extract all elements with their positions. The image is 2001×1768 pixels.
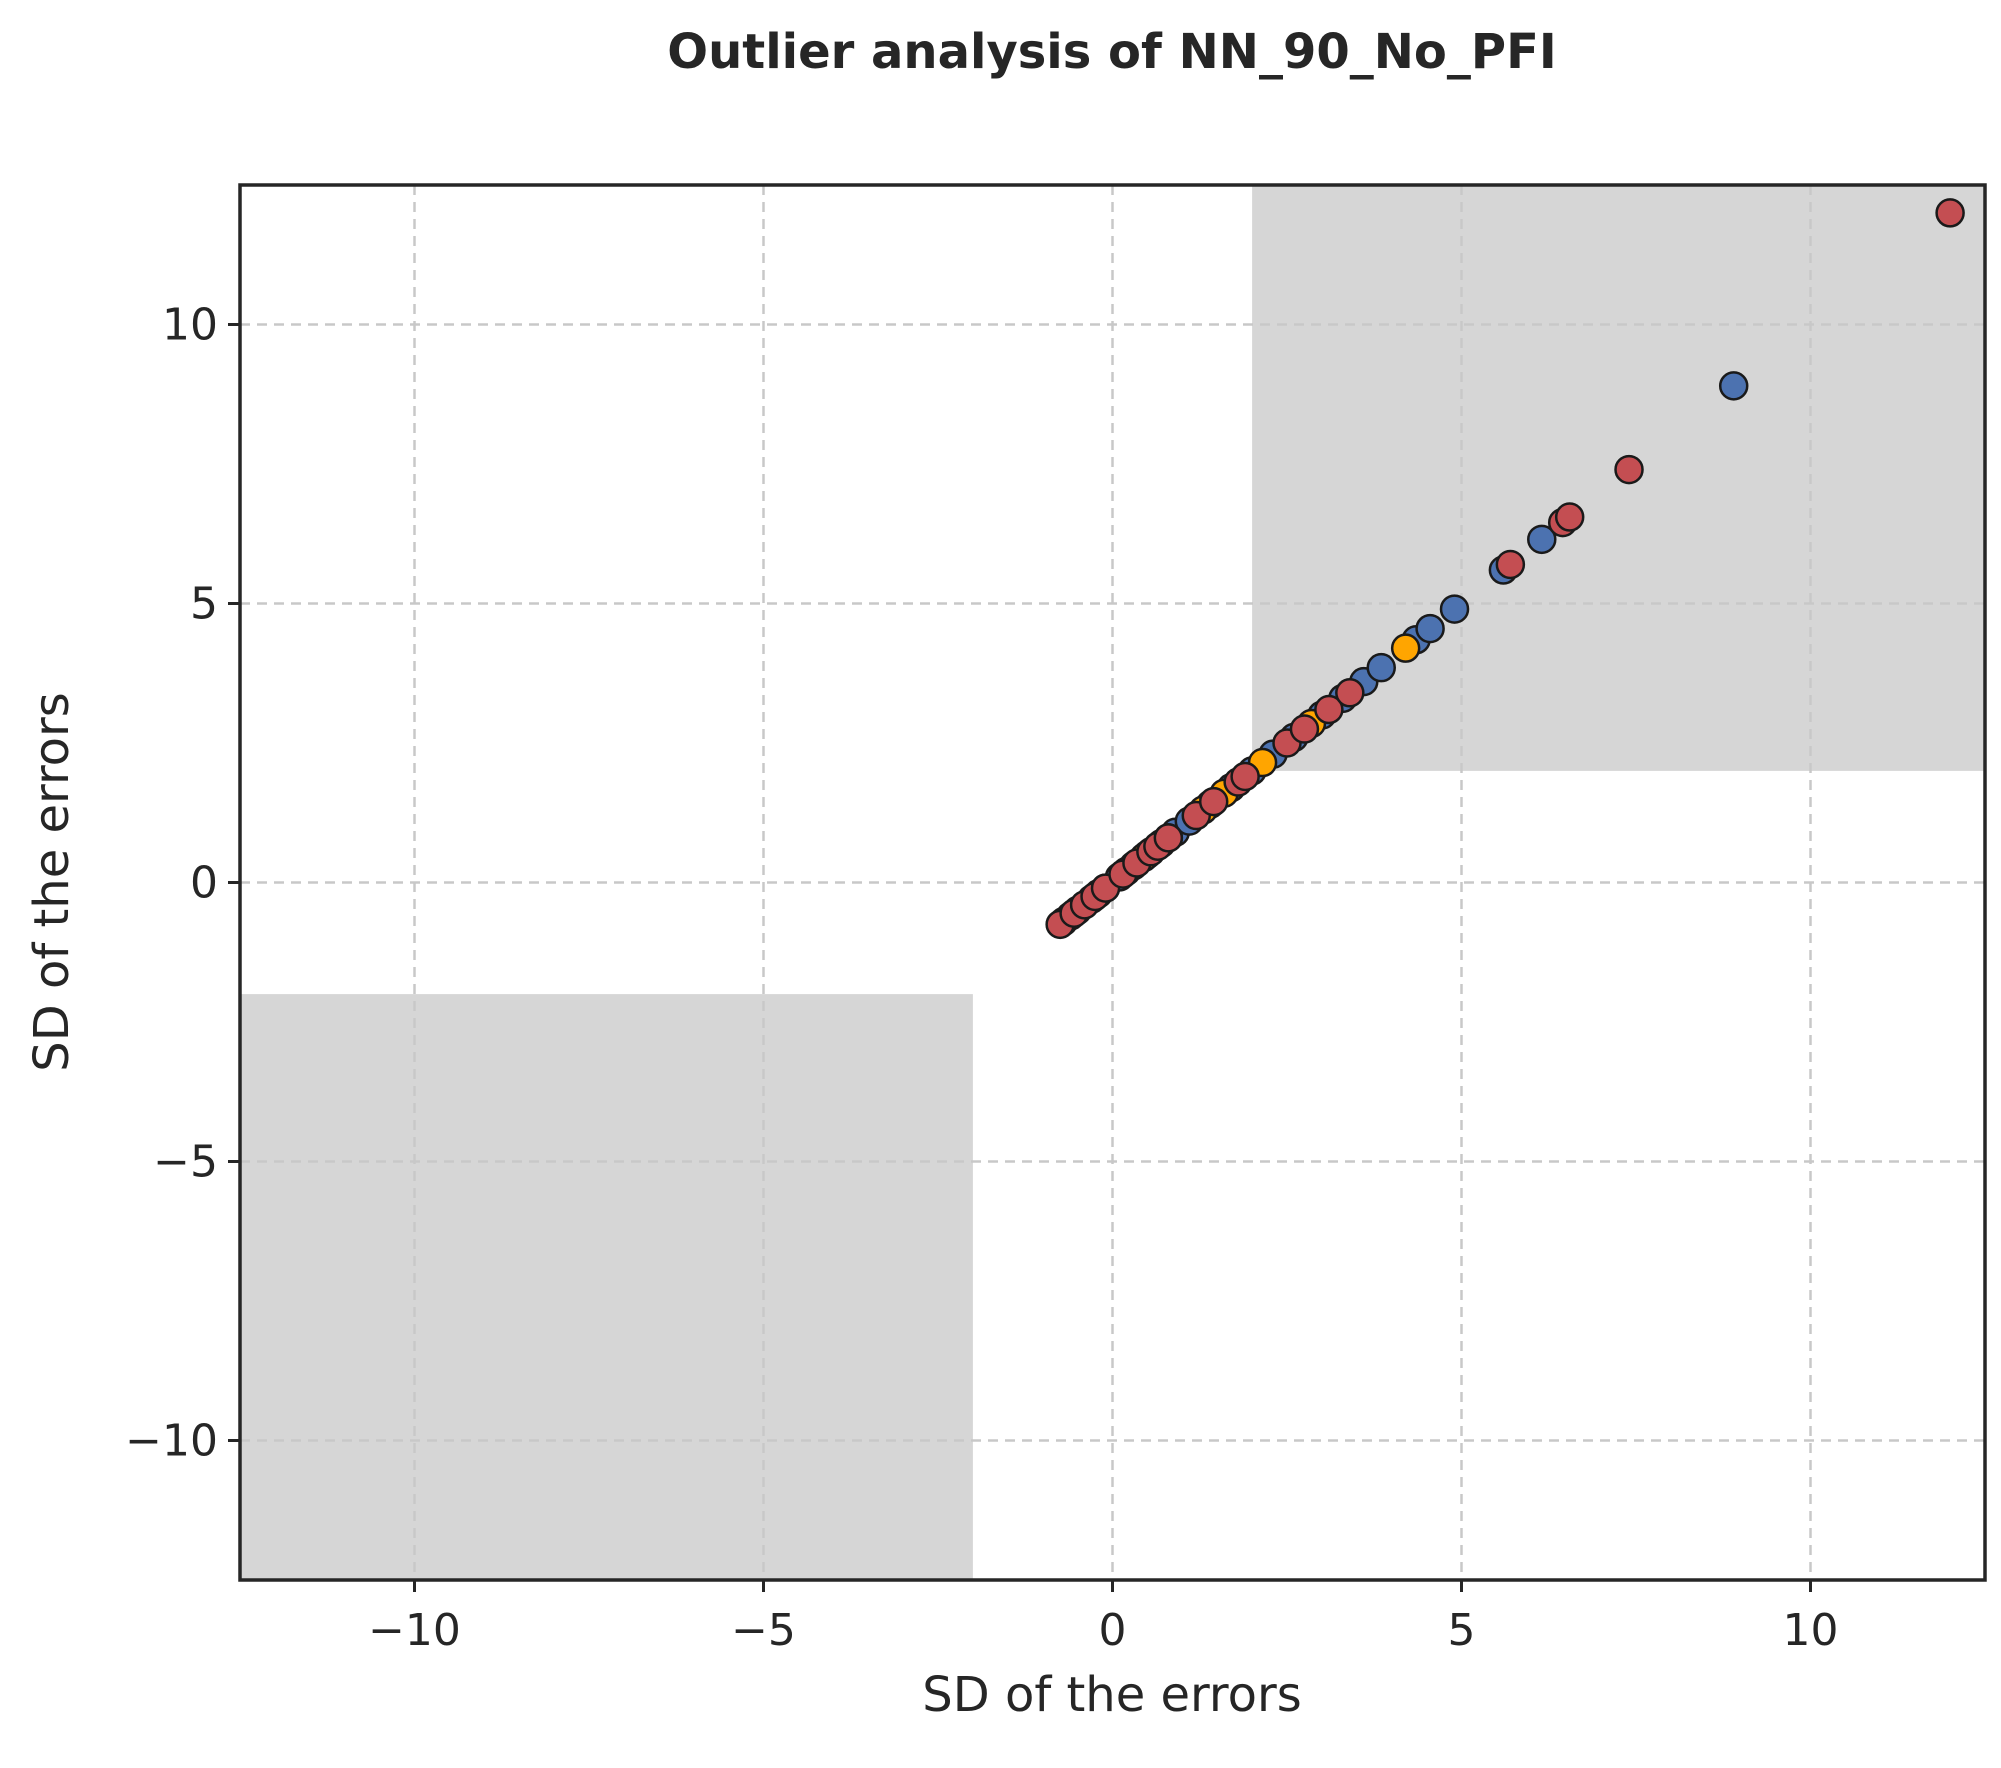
point-s2-13 — [1230, 761, 1260, 792]
x-tick-label-2: 0 — [1099, 1605, 1127, 1656]
chart-title: Outlier analysis of NN_90_No_PFI — [667, 24, 1556, 80]
point-s2-20 — [1554, 502, 1585, 532]
x-axis-ticks: −10 −5 0 5 10 — [368, 1580, 1839, 1656]
y-tick-label-2: 0 — [190, 858, 218, 909]
y-tick-label-0: −10 — [125, 1416, 218, 1467]
point-s0-21 — [1439, 594, 1470, 624]
y-tick-label-1: −5 — [153, 1137, 218, 1188]
point-s0-23 — [1527, 524, 1557, 555]
y-tick-label-4: 10 — [162, 300, 218, 351]
point-s0-20 — [1415, 613, 1445, 644]
point-s1-9 — [1390, 633, 1421, 663]
x-axis-label: SD of the errors — [922, 1667, 1301, 1723]
point-s0-24 — [1718, 371, 1749, 401]
point-s2-18 — [1495, 549, 1526, 580]
x-tick-label-0: −10 — [368, 1605, 461, 1656]
point-s2-22 — [1935, 198, 1965, 228]
point-s2-15 — [1289, 714, 1320, 744]
point-s2-16 — [1314, 694, 1344, 725]
point-s2-17 — [1335, 678, 1365, 708]
y-axis-ticks: −10 −5 0 5 10 — [125, 300, 240, 1467]
point-s0-18 — [1366, 652, 1396, 683]
point-s2-11 — [1198, 786, 1229, 817]
x-tick-label-1: −5 — [731, 1605, 796, 1656]
shaded-region-1 — [240, 994, 973, 1580]
point-s2-21 — [1614, 454, 1644, 485]
x-tick-label-4: 10 — [1783, 1605, 1839, 1656]
y-tick-label-3: 5 — [190, 579, 218, 630]
data-points — [1045, 198, 1965, 940]
x-tick-label-3: 5 — [1448, 1605, 1476, 1656]
point-s2-9 — [1153, 823, 1184, 853]
grid — [240, 185, 1985, 1580]
y-axis-label: SD of the errors — [24, 692, 80, 1071]
